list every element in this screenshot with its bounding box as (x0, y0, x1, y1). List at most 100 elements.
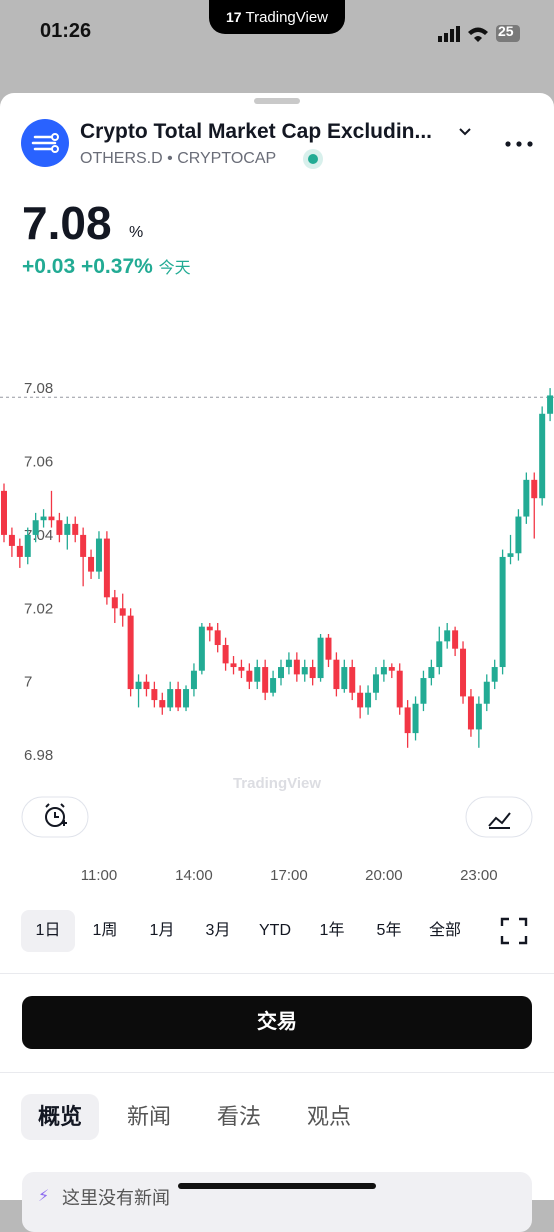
y-tick-label: 7.08 (24, 380, 53, 397)
candle-body (491, 667, 498, 682)
watermark: TradingView (233, 775, 321, 792)
divider (0, 1072, 554, 1073)
candle-body (531, 479, 538, 499)
candle-body (40, 516, 47, 521)
news-notice: 这里没有新闻 (62, 1188, 170, 1208)
fullscreen-button[interactable] (500, 917, 528, 945)
x-tick-label: 20:00 (365, 867, 403, 884)
candle-body (341, 667, 348, 690)
candle-body (460, 648, 467, 697)
candle-body (222, 645, 229, 664)
y-tick-label: 7.02 (24, 600, 53, 617)
candle-body (388, 667, 395, 671)
indicator-button[interactable] (465, 796, 533, 838)
symbol-logo (21, 119, 69, 167)
change: +0.03 (22, 255, 76, 278)
candle-body (80, 534, 87, 557)
candle-body (95, 538, 102, 572)
candle-body (183, 689, 190, 708)
candle-body (103, 538, 110, 598)
tab[interactable]: 看法 (216, 1104, 261, 1129)
candle-body (301, 667, 308, 675)
app-badge-text: TradingView (245, 9, 329, 26)
dropdown-caret[interactable] (458, 127, 472, 137)
timeframe-button[interactable]: 3月 (205, 922, 231, 939)
change-row: +0.03 +0.37% 今天 (22, 254, 191, 279)
timeframe-button[interactable]: YTD (259, 922, 291, 939)
candle-body (143, 681, 150, 690)
candle-body (214, 630, 221, 646)
home-indicator (178, 1183, 376, 1189)
candle-body (1, 490, 7, 535)
y-tick-label: 7.06 (24, 453, 53, 470)
timeframe-button[interactable]: 1日 (21, 910, 75, 952)
trade-button[interactable]: 交易 (22, 996, 532, 1049)
candle-body (16, 545, 23, 557)
y-tick-label: 7 (24, 674, 32, 691)
x-tick-label: 11:00 (81, 867, 117, 884)
y-tick-label: 6.98 (24, 747, 53, 764)
battery-level: 25 (498, 23, 514, 39)
candle-body (111, 597, 118, 609)
y-tick-label: 7.04 (24, 527, 53, 544)
change-period: 今天 (158, 260, 191, 277)
price: 7.08 (22, 197, 112, 249)
x-tick-label: 17:00 (270, 867, 308, 884)
timeframe-button[interactable]: 全部 (428, 922, 461, 939)
candle-body (159, 700, 166, 708)
candle-body (349, 667, 356, 693)
candle-body (412, 703, 419, 734)
candle-body (333, 659, 340, 690)
candle-body (365, 692, 372, 708)
price-unit: % (129, 224, 144, 241)
candle-body (206, 626, 213, 631)
more-button[interactable] (504, 138, 534, 150)
timeframe-button[interactable]: 1年 (319, 922, 345, 939)
candle-body (467, 696, 474, 730)
market-status (303, 149, 323, 169)
candle-body (8, 534, 15, 546)
x-tick-label: 14:00 (175, 867, 213, 884)
candle-body (420, 678, 427, 704)
timeframe-button[interactable]: 5年 (376, 922, 402, 939)
candle-body (246, 670, 253, 682)
separator: • (167, 150, 173, 167)
candle-body (515, 516, 522, 554)
candle-body (190, 670, 197, 690)
candle-body (396, 670, 403, 708)
candle-body (135, 681, 142, 690)
candle-body (380, 667, 387, 675)
candle-body (372, 674, 379, 693)
news-icon: ⚡ (38, 1188, 50, 1205)
candle-body (56, 520, 63, 535)
tab[interactable]: 概览 (21, 1094, 99, 1140)
app-badge: 17 TradingView (209, 0, 345, 34)
timeframe-button[interactable]: 1周 (92, 922, 118, 939)
sheet-handle[interactable] (254, 98, 300, 104)
candle-body (452, 630, 459, 649)
candle-body (539, 413, 546, 499)
candle-body (230, 663, 237, 668)
tab[interactable]: 新闻 (126, 1104, 171, 1129)
candle-body (444, 630, 451, 642)
candle-body (278, 667, 284, 679)
indicator-icon (488, 812, 511, 829)
candle-body (293, 659, 300, 675)
timeframe-button[interactable]: 1月 (149, 922, 175, 939)
candle-body (436, 641, 443, 668)
candle-body (88, 556, 95, 572)
candle-body (72, 523, 79, 535)
chart: 23:00 20:00 17:00 14:00 11:00 6.98 7 7.02 7.04 7.… (0, 380, 554, 884)
candle-body (254, 667, 261, 682)
tab[interactable]: 观点 (306, 1104, 351, 1129)
candle-body (32, 520, 39, 535)
candle-body (119, 608, 126, 616)
candle-body (475, 703, 482, 730)
ticker: OTHERS.D (80, 150, 163, 167)
candle-body (309, 667, 316, 679)
divider (0, 973, 554, 974)
candle-body (270, 678, 277, 693)
symbol-name[interactable]: Crypto Total Market Cap Excludin... (80, 120, 432, 143)
candle-body (24, 534, 31, 557)
candle-body (483, 681, 490, 704)
